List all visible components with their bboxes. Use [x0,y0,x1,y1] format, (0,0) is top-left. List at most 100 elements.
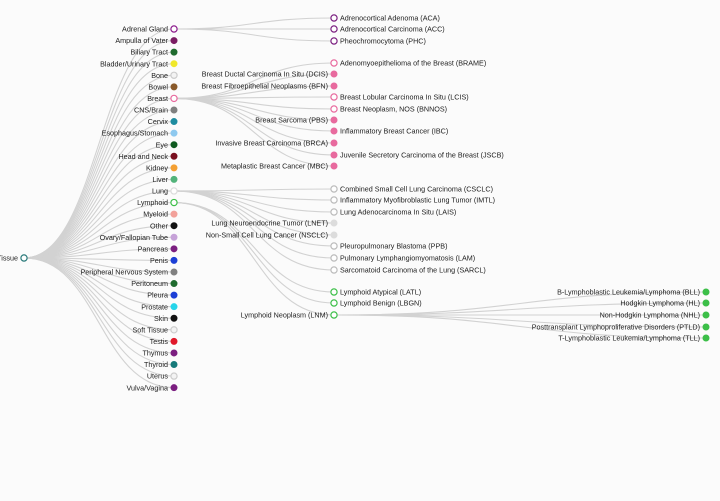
subtype-node-lung-3[interactable]: Lung Neuroendocrine Tumor (LNET) [211,219,338,228]
subtype-node-lung-1-marker[interactable] [330,196,338,204]
subtype-node-adrenal-2[interactable]: Pheochromocytoma (PHC) [330,37,426,46]
tissue-node-adrenal[interactable]: Adrenal Gland [122,25,178,34]
tissue-node-softtissue[interactable]: Soft Tissue [132,325,178,334]
subtype-node-lung-0[interactable]: Combined Small Cell Lung Carcinoma (CSCL… [330,185,493,194]
subtype-node-lung-0-marker[interactable] [330,185,338,193]
subtype-node-lymphoid-0-marker[interactable] [330,288,338,296]
subtype-node-lung-6[interactable]: Pulmonary Lymphangiomyomatosis (LAM) [330,254,475,263]
tissue-node-prostate-marker[interactable] [170,303,178,311]
tissue-node-esophagus[interactable]: Esophagus/Stomach [102,129,178,138]
tissue-node-bowel-marker[interactable] [170,83,178,91]
subtype-node-lung-2-marker[interactable] [330,208,338,216]
subtype-node-breast-4-marker[interactable] [330,105,338,113]
tissue-node-thyroid[interactable]: Thyroid [144,360,178,369]
tissue-node-ovary-marker[interactable] [170,233,178,241]
subtype-node-lung-3-marker[interactable] [330,219,338,227]
tissue-node-myeloid[interactable]: Myeloid [143,210,178,219]
tissue-node-eye[interactable]: Eye [156,140,178,149]
subtype-node-breast-1[interactable]: Breast Ductal Carcinoma In Situ (DCIS) [202,70,338,79]
tissue-node-testis-marker[interactable] [170,337,178,345]
subtype-node-breast-6[interactable]: Inflammatory Breast Cancer (IBC) [330,127,448,136]
subtype-node-lung-7-marker[interactable] [330,266,338,274]
tissue-node-cervix[interactable]: Cervix [148,117,178,126]
tissue-node-pancreas-marker[interactable] [170,245,178,253]
tissue-node-bladder[interactable]: Bladder/Urinary Tract [100,59,178,68]
tissue-node-cervix-marker[interactable] [170,118,178,126]
tissue-node-bone[interactable]: Bone [151,71,178,80]
tissue-node-bowel[interactable]: Bowel [148,82,178,91]
tissue-node-skin-marker[interactable] [170,314,178,322]
tissue-node-liver-marker[interactable] [170,175,178,183]
tissue-node-thymus-marker[interactable] [170,349,178,357]
subtype-node-breast-7[interactable]: Invasive Breast Carcinoma (BRCA) [215,139,338,148]
tissue-node-bone-marker[interactable] [170,71,178,79]
subtype-node-lymphoid-0[interactable]: Lymphoid Atypical (LATL) [330,288,421,297]
subtype-node-breast-2[interactable]: Breast Fibroepithelial Neoplasms (BFN) [201,82,338,91]
tissue-node-breast-marker[interactable] [170,94,178,103]
lnm-child-node-2-marker[interactable] [702,311,710,319]
tissue-node-penis-marker[interactable] [170,256,178,264]
tissue-node-other[interactable]: Other [150,221,178,230]
subtype-node-breast-1-marker[interactable] [330,70,338,78]
subtype-node-adrenal-0-marker[interactable] [330,14,338,22]
subtype-node-breast-9-marker[interactable] [330,162,338,170]
subtype-node-adrenal-1-marker[interactable] [330,25,338,33]
subtype-node-breast-6-marker[interactable] [330,127,338,135]
lnm-child-node-1[interactable]: Hodgkin Lymphoma (HL) [620,299,710,308]
lnm-child-node-4-marker[interactable] [702,334,710,342]
subtype-node-breast-0-marker[interactable] [330,59,338,67]
subtype-node-lung-4-marker[interactable] [330,231,338,239]
tissue-node-lung[interactable]: Lung [152,187,178,196]
tissue-node-myeloid-marker[interactable] [170,210,178,218]
subtype-node-breast-3[interactable]: Breast Lobular Carcinoma In Situ (LCIS) [330,93,469,102]
tissue-node-lung-marker[interactable] [170,187,178,195]
subtype-node-lymphoid-1-marker[interactable] [330,299,338,307]
tissue-node-pns-marker[interactable] [170,268,178,276]
subtype-node-breast-9[interactable]: Metaplastic Breast Cancer (MBC) [221,162,338,171]
tissue-node-uterus-marker[interactable] [170,372,178,380]
subtype-node-breast-2-marker[interactable] [330,82,338,90]
subtype-node-breast-0[interactable]: Adenomyoepithelioma of the Breast (BRAME… [330,59,486,68]
subtype-node-adrenal-0[interactable]: Adrenocortical Adenoma (ACA) [330,14,440,23]
lnm-child-node-3[interactable]: Posttransplant Lymphoproliferative Disor… [532,323,710,332]
tissue-node-ampulla[interactable]: Ampulla of Vater [115,36,178,45]
tissue-node-biliary-marker[interactable] [170,48,178,56]
subtype-node-breast-5[interactable]: Breast Sarcoma (PBS) [255,116,338,125]
subtype-node-lung-1[interactable]: Inflammatory Myofibroblastic Lung Tumor … [330,196,495,205]
tissue-node-peritoneum-marker[interactable] [170,280,178,288]
tissue-node-other-marker[interactable] [170,222,178,230]
subtype-node-lymphoid-2[interactable]: Lymphoid Neoplasm (LNM) [241,311,338,320]
root-node-tissue[interactable]: Tissue [0,254,28,263]
subtype-node-lung-7[interactable]: Sarcomatoid Carcinoma of the Lung (SARCL… [330,266,486,275]
tissue-node-liver[interactable]: Liver [152,175,178,184]
tissue-node-peritoneum[interactable]: Peritoneum [131,279,178,288]
tissue-node-thyroid-marker[interactable] [170,361,178,369]
subtype-node-adrenal-1[interactable]: Adrenocortical Carcinoma (ACC) [330,25,445,34]
tissue-node-headneck[interactable]: Head and Neck [118,152,178,161]
tissue-node-lymphoid-marker[interactable] [170,198,178,207]
tissue-node-pleura-marker[interactable] [170,291,178,299]
lnm-child-node-4[interactable]: T-Lymphoblastic Leukemia/Lymphoma (TLL) [558,334,710,343]
tissue-node-eye-marker[interactable] [170,141,178,149]
subtype-node-lung-5-marker[interactable] [330,242,338,250]
tissue-node-thymus[interactable]: Thymus [142,349,178,358]
tissue-node-ovary[interactable]: Ovary/Fallopian Tube [100,233,178,242]
subtype-node-lung-2[interactable]: Lung Adenocarcinoma In Situ (LAIS) [330,208,456,217]
tissue-node-pancreas[interactable]: Pancreas [138,244,178,253]
tissue-node-vulva[interactable]: Vulva/Vagina [126,383,178,392]
tissue-node-adrenal-marker[interactable] [170,25,178,33]
tissue-node-ampulla-marker[interactable] [170,37,178,45]
tissue-node-vulva-marker[interactable] [170,384,178,392]
subtype-node-breast-4[interactable]: Breast Neoplasm, NOS (BNNOS) [330,105,447,114]
tissue-node-esophagus-marker[interactable] [170,129,178,137]
tissue-node-pleura[interactable]: Pleura [147,291,178,300]
tissue-node-penis[interactable]: Penis [150,256,178,265]
tissue-node-kidney[interactable]: Kidney [146,163,178,172]
lnm-child-node-0[interactable]: B-Lymphoblastic Leukemia/Lymphoma (BLL) [557,288,710,297]
subtype-node-breast-8[interactable]: Juvenile Secretory Carcinoma of the Brea… [330,151,504,160]
root-node-tissue-marker[interactable] [20,254,28,262]
subtype-node-lung-4[interactable]: Non-Small Cell Lung Cancer (NSCLC) [206,231,338,240]
tissue-node-kidney-marker[interactable] [170,164,178,172]
tissue-node-skin[interactable]: Skin [154,314,178,323]
tissue-node-prostate[interactable]: Prostate [141,302,178,311]
